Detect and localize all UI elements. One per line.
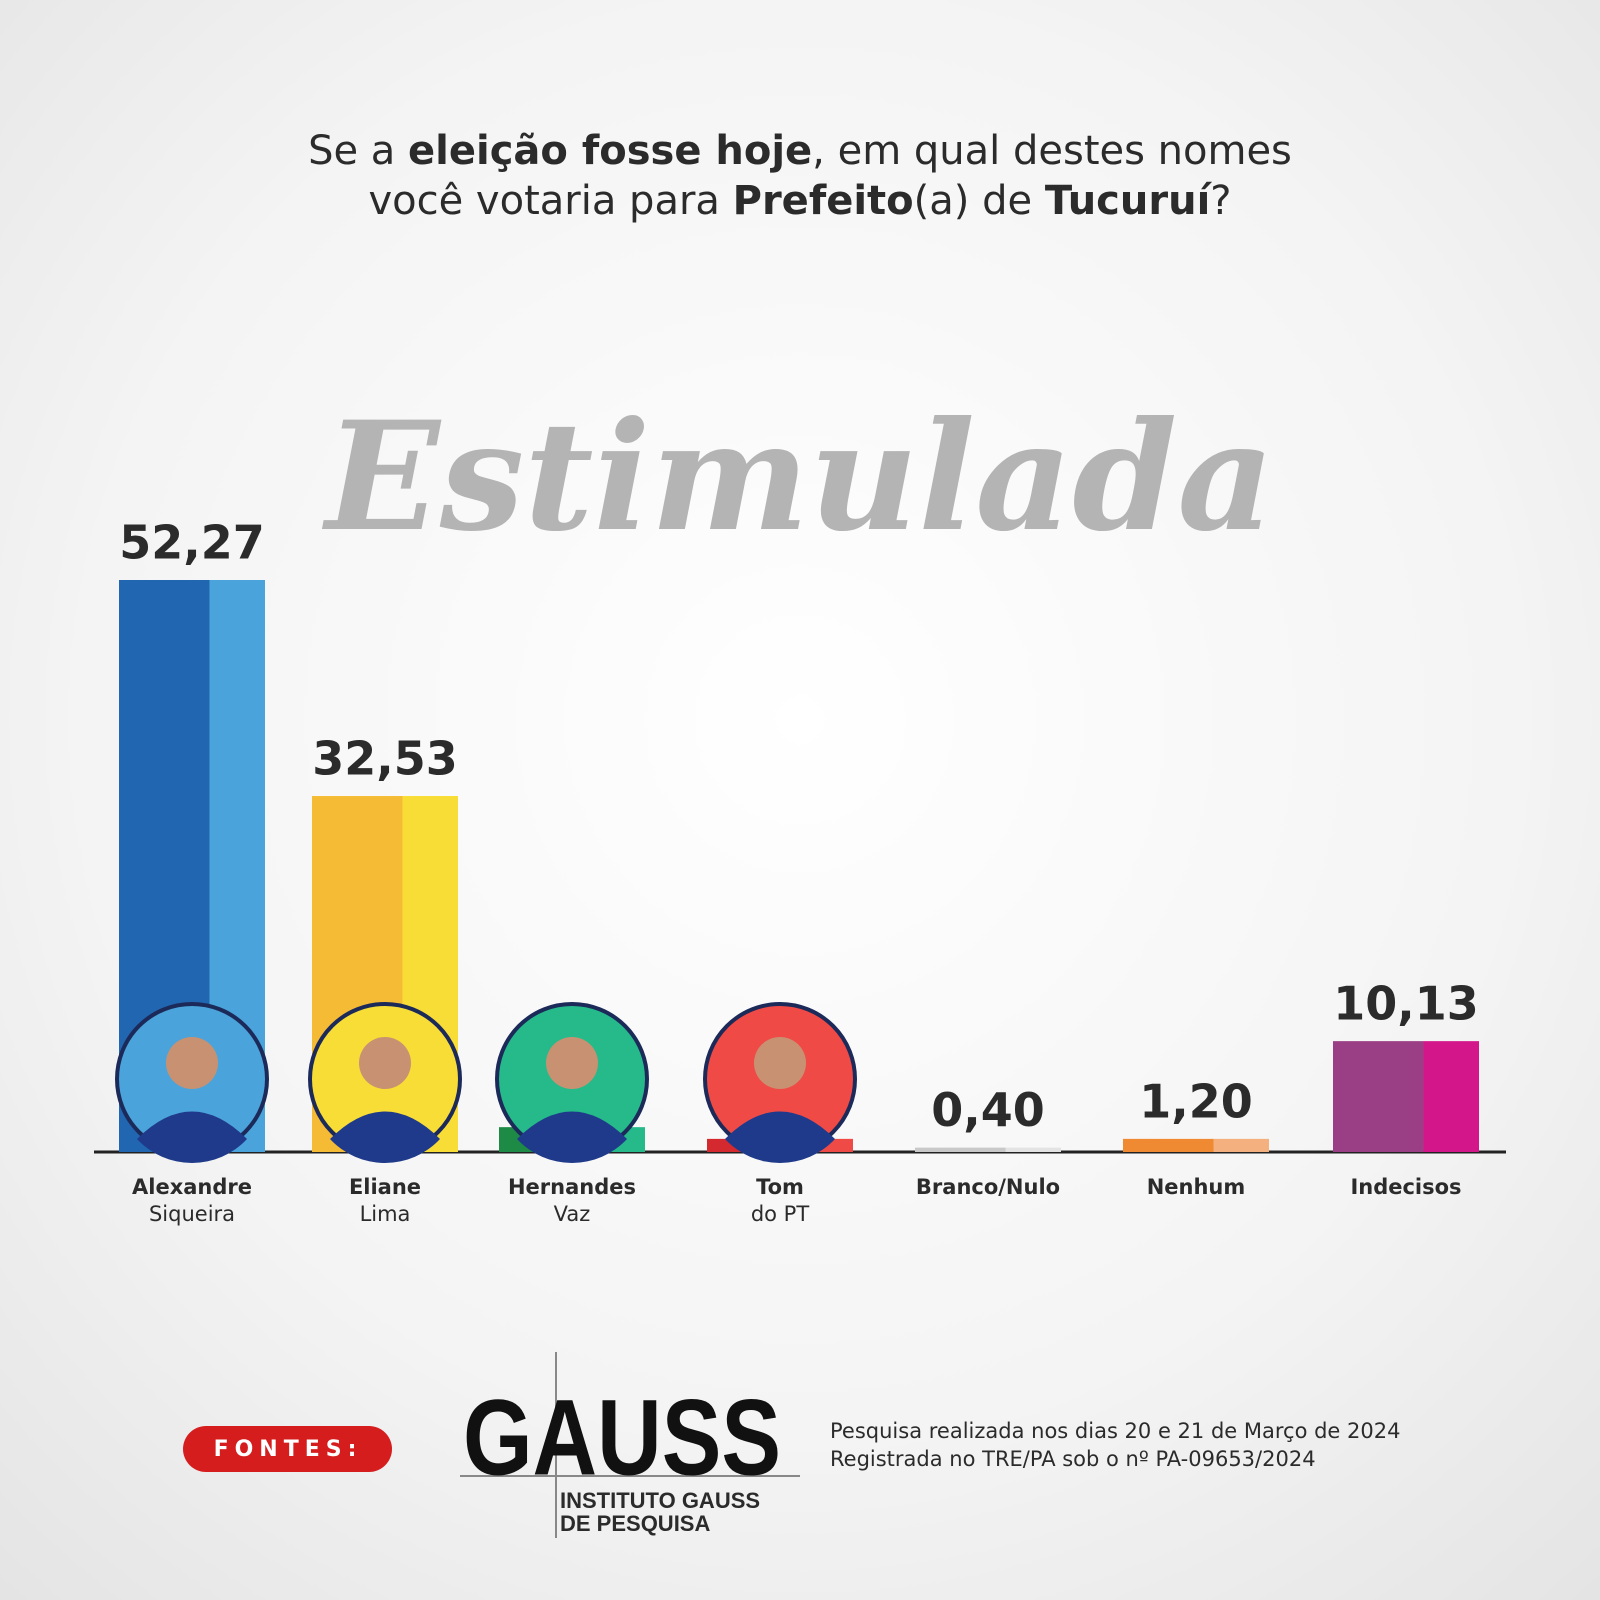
bar — [1333, 1041, 1479, 1152]
x-tick-label: do PT — [751, 1202, 810, 1226]
x-tick-label: Vaz — [554, 1202, 591, 1226]
logo-sub: INSTITUTO GAUSS — [560, 1488, 760, 1513]
bar-right — [1423, 1041, 1479, 1152]
value-label: 52,27 — [119, 516, 265, 570]
photo-body — [517, 1111, 627, 1164]
bar-left — [1333, 1041, 1424, 1152]
photo-head — [754, 1037, 806, 1089]
bar-left — [1123, 1138, 1214, 1152]
logo-sub: DE PESQUISA — [560, 1511, 710, 1536]
title-part: ? — [1210, 178, 1231, 224]
photo-head — [166, 1037, 218, 1089]
title-part: eleição fosse hoje — [408, 128, 812, 174]
x-tick-label: Nenhum — [1147, 1175, 1246, 1199]
x-tick-label: Siqueira — [149, 1202, 235, 1226]
photo-body — [137, 1111, 247, 1164]
value-label: 32,53 — [312, 732, 458, 786]
title-part: Prefeito — [733, 178, 914, 224]
title-part: Tucuruí — [1045, 178, 1213, 224]
sources-label: FONTES: — [214, 1437, 363, 1462]
sources-pill — [183, 1426, 392, 1472]
x-tick-label: Indecisos — [1350, 1175, 1461, 1199]
x-tick-label: Alexandre — [132, 1175, 252, 1199]
note: Pesquisa realizada nos dias 20 e 21 de M… — [830, 1419, 1400, 1443]
bar-left — [915, 1147, 1006, 1152]
title-line: você votaria para Prefeito(a) de Tucuruí… — [368, 178, 1231, 224]
title-part: você votaria para — [368, 178, 732, 224]
x-tick-label: Hernandes — [508, 1175, 636, 1199]
title-part: (a) de — [914, 178, 1045, 224]
photo-body — [725, 1111, 835, 1164]
bar — [1123, 1138, 1269, 1152]
value-label: 10,13 — [1333, 977, 1479, 1031]
photo-head — [359, 1037, 411, 1089]
photo-head — [546, 1037, 598, 1089]
value-label: 0,40 — [931, 1083, 1045, 1137]
note: Registrada no TRE/PA sob o nº PA-09653/2… — [830, 1447, 1316, 1471]
x-tick-label: Eliane — [349, 1175, 421, 1199]
x-tick-label: Tom — [756, 1175, 804, 1199]
subtitle: Estimulada — [321, 389, 1274, 565]
photo-body — [330, 1111, 440, 1164]
title-line: Se a eleição fosse hoje, em qual destes … — [308, 128, 1292, 174]
x-tick-label: Branco/Nulo — [916, 1175, 1060, 1199]
bar-right — [1213, 1138, 1269, 1152]
logo: GAUSS — [463, 1377, 781, 1498]
bar-right — [1005, 1147, 1061, 1152]
title-part: , em qual destes nomes — [812, 128, 1292, 174]
value-label: 1,20 — [1139, 1074, 1253, 1128]
title-part: Se a — [308, 128, 408, 174]
bar — [915, 1147, 1061, 1152]
x-tick-label: Lima — [360, 1202, 411, 1226]
